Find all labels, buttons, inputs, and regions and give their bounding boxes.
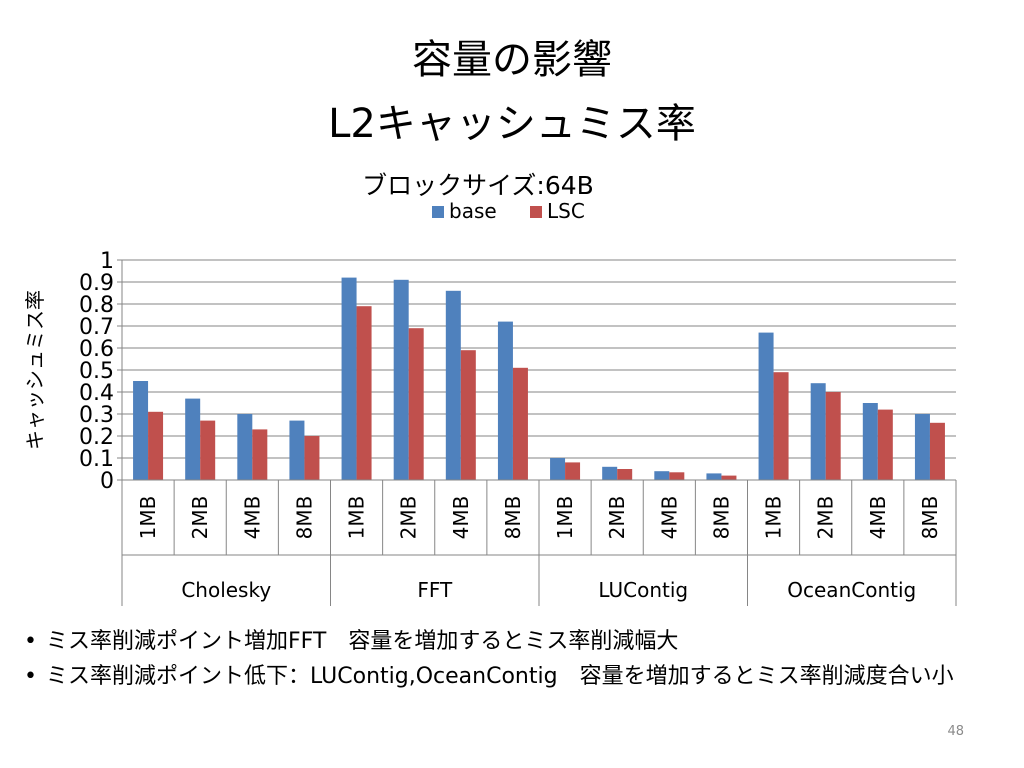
bullet-text: ミス率削減ポイント増加FFT 容量を増加するとミス率削減幅大 <box>46 629 679 654</box>
bullet-dot-icon: • <box>24 629 37 654</box>
bar-base <box>654 471 670 480</box>
x-category-label: 4MB <box>866 496 890 540</box>
bar-LSC <box>512 367 528 480</box>
x-category-label: 4MB <box>657 496 681 540</box>
legend-label: base <box>449 199 497 223</box>
x-category-label: 2MB <box>397 496 421 540</box>
bar-LSC <box>825 392 841 480</box>
bar-base <box>862 403 878 480</box>
y-tick-label: 0.2 <box>79 425 114 450</box>
bar-LSC <box>252 429 268 480</box>
bar-base <box>341 277 357 480</box>
x-group-label: LUContig <box>598 578 688 602</box>
slide-title-line2: L2キャッシュミス率 <box>328 101 696 147</box>
bar-base <box>706 473 722 480</box>
y-tick-label: 0.1 <box>79 447 114 472</box>
bar-LSC <box>929 422 945 480</box>
chart-title: ブロックサイズ:64B <box>362 171 594 200</box>
bar-base <box>914 414 930 480</box>
x-category-label: 4MB <box>449 496 473 540</box>
x-category-label: 4MB <box>240 496 264 540</box>
x-group-label: Cholesky <box>181 578 271 602</box>
bar-LSC <box>617 469 633 480</box>
bar-LSC <box>200 420 216 480</box>
page-number: 48 <box>947 724 964 739</box>
x-group-label: OceanContig <box>787 578 916 602</box>
bullet-dot-icon: • <box>24 664 37 689</box>
y-tick-label: 0.6 <box>79 337 114 362</box>
y-axis-label: キャッシュミス率 <box>23 290 47 450</box>
bullet-item: • ミス率削減ポイント増加FFT 容量を増加するとミス率削減幅大 <box>24 626 1004 657</box>
slide-title-line1: 容量の影響 <box>412 37 612 83</box>
x-category-label: 1MB <box>136 496 160 540</box>
x-category-label: 8MB <box>292 496 316 540</box>
y-tick-label: 1 <box>100 249 114 274</box>
bar-base <box>550 458 566 480</box>
legend-label: LSC <box>547 199 585 223</box>
bar-LSC <box>877 409 893 480</box>
y-tick-label: 0.7 <box>79 315 114 340</box>
bar-LSC <box>356 306 372 480</box>
y-tick-label: 0.9 <box>79 271 114 296</box>
bar-LSC <box>408 328 424 480</box>
bar-LSC <box>721 475 737 480</box>
bar-LSC <box>669 472 685 480</box>
y-tick-label: 0.4 <box>79 381 114 406</box>
bar-base <box>602 466 618 480</box>
x-category-label: 2MB <box>605 496 629 540</box>
bar-base <box>393 279 409 480</box>
bar-base <box>497 321 513 480</box>
bar-LSC <box>304 436 320 480</box>
bar-LSC <box>460 350 476 480</box>
bar-base <box>185 398 201 480</box>
x-category-label: 8MB <box>918 496 942 540</box>
bar-base <box>810 383 826 480</box>
x-category-label: 2MB <box>188 496 212 540</box>
x-category-label: 8MB <box>501 496 525 540</box>
bullet-item: • ミス率削減ポイント低下：LUContig,OceanContig 容量を増加… <box>24 661 1004 692</box>
x-category-label: 1MB <box>345 496 369 540</box>
x-category-label: 1MB <box>762 496 786 540</box>
bar-base <box>445 290 461 480</box>
y-tick-label: 0 <box>100 469 114 494</box>
bullet-text: ミス率削減ポイント低下：LUContig,OceanContig 容量を増加する… <box>46 664 954 689</box>
x-group-label: FFT <box>417 578 453 602</box>
y-tick-label: 0.8 <box>79 293 114 318</box>
x-category-label: 1MB <box>553 496 577 540</box>
bar-base <box>133 381 149 480</box>
bullet-list: • ミス率削減ポイント増加FFT 容量を増加するとミス率削減幅大 • ミス率削減… <box>24 626 1004 696</box>
bar-LSC <box>148 411 164 480</box>
legend-swatch <box>432 206 444 218</box>
x-category-label: 2MB <box>814 496 838 540</box>
legend-swatch <box>530 206 542 218</box>
y-tick-label: 0.5 <box>79 359 114 384</box>
x-category-label: 8MB <box>709 496 733 540</box>
bar-base <box>237 414 253 480</box>
bar-base <box>289 420 305 480</box>
y-tick-label: 0.3 <box>79 403 114 428</box>
bar-LSC <box>773 372 789 480</box>
bar-base <box>758 332 774 480</box>
bar-LSC <box>565 462 581 480</box>
